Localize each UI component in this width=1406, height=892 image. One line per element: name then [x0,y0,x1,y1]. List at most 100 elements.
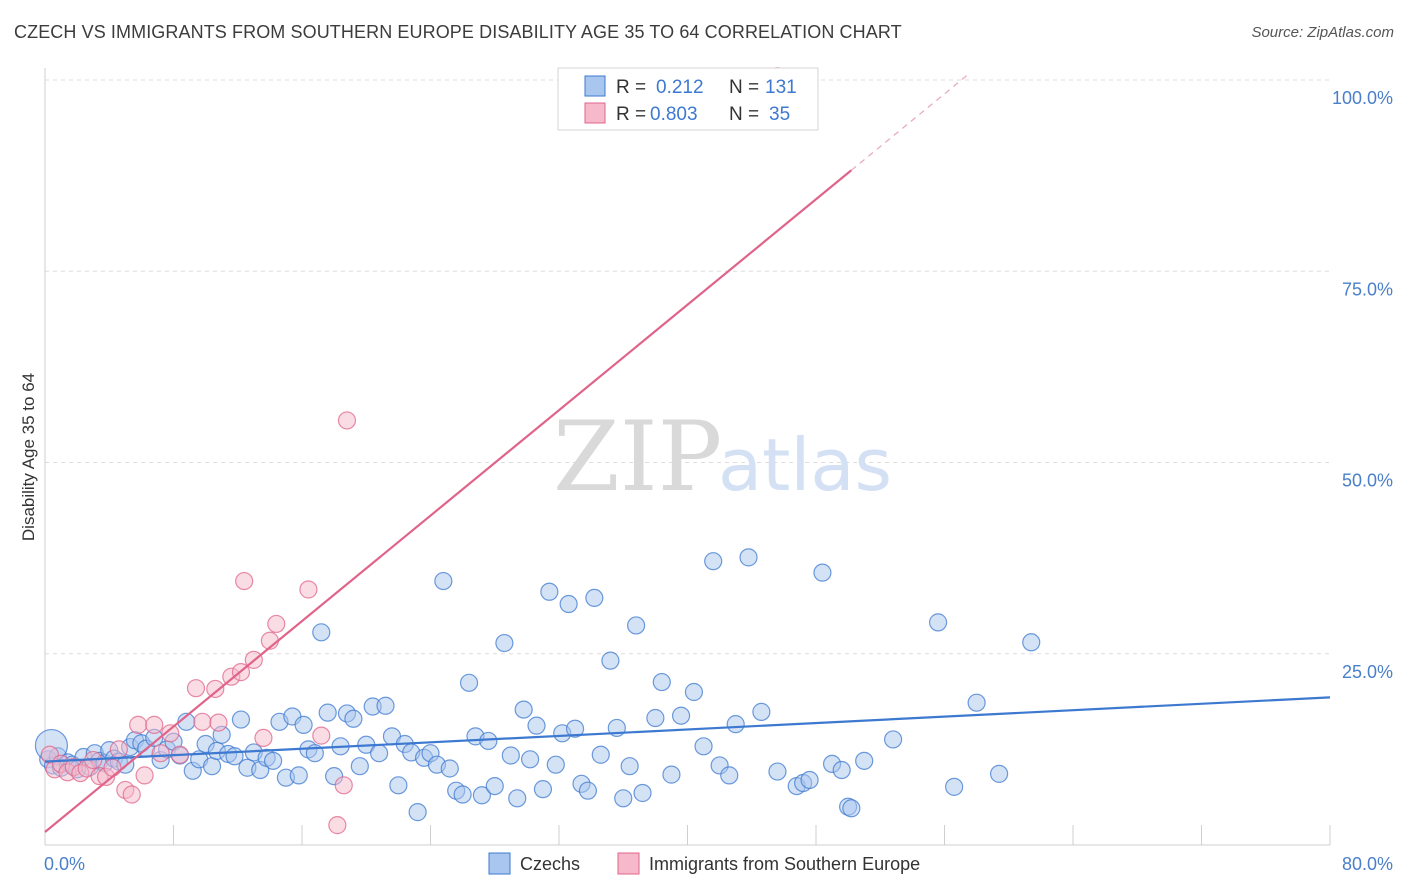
immigrant-point-18 [161,724,180,743]
czech-point-85 [559,594,578,614]
watermark-zip: ZIP [553,401,722,513]
immigrant-point-21 [193,712,212,731]
czech-point-39 [263,751,283,770]
y-tick-label-2: 75.0% [1342,279,1393,299]
chart-source: Source: ZipAtlas.com [1251,24,1394,41]
legend-r-label-czechs: R = [616,77,646,98]
y-tick-label-0: 25.0% [1342,662,1393,682]
series-legend: Czechs Immigrants from Southern Europe [488,852,920,875]
legend-n-value-immigrants: 35 [769,104,790,125]
immigrant-point-16 [145,715,164,734]
czech-point-88 [578,781,598,800]
czech-point-123 [990,764,1009,783]
immigrant-point-30 [267,614,286,634]
czech-point-75 [495,633,514,653]
czech-point-81 [533,780,553,799]
immigrant-point-31 [299,580,318,599]
czech-point-95 [626,616,646,635]
czech-point-106 [726,715,745,734]
immigrant-point-15 [135,766,154,785]
grid-lines [45,79,1330,655]
czech-point-99 [662,765,681,784]
czech-point-29 [202,757,222,776]
immigrant-point-34 [334,776,353,795]
immigrant-point-32 [312,726,331,745]
y-tick-label-1: 50.0% [1342,471,1393,491]
immigrant-point-33 [328,816,347,835]
y-axis-label: Disability Age 35 to 64 [19,373,38,541]
czech-point-121 [945,777,964,796]
czech-point-94 [620,757,639,776]
czech-point-67 [440,759,459,778]
czech-point-107 [739,548,758,567]
czech-point-108 [752,702,771,721]
stats-legend: R = 0.212 N = 131 R = 0.803 N = 35 [557,67,819,131]
czech-point-74 [485,776,504,796]
czech-point-53 [350,757,369,776]
czech-point-43 [289,766,308,785]
axes [44,68,1331,846]
chart-title: CZECH VS IMMIGRANTS FROM SOUTHERN EUROPE… [14,22,902,42]
legend-swatch-czechs [584,75,606,97]
czech-point-82 [540,582,559,601]
czech-point-86 [565,719,585,738]
series-legend-swatch-immigrants [617,852,640,875]
legend-n-label-czechs: N = [729,77,759,98]
czech-point-98 [652,672,671,692]
immigrant-point-11 [109,740,128,759]
czech-point-77 [508,789,527,808]
czech-point-124 [1022,633,1041,652]
immigrant-point-28 [254,728,273,748]
czech-point-66 [434,571,453,591]
czech-point-44 [294,715,313,734]
immigrant-point-13 [122,785,141,804]
czech-point-103 [704,552,723,571]
czech-point-90 [591,745,610,764]
immigrant-trend-extension [850,74,968,171]
czech-point-101 [684,682,704,702]
czech-point-78 [514,700,533,719]
y-tick-label-3: 100.0% [1332,88,1393,108]
watermark-atlas: atlas [718,423,892,507]
czech-point-52 [344,709,363,728]
czech-point-105 [720,766,739,785]
czech-point-48 [318,703,337,722]
czech-point-113 [813,563,832,582]
czech-point-115 [832,760,851,780]
legend-r-label-immigrants: R = [616,104,646,125]
immigrant-trend-line [44,169,853,833]
czech-point-91 [601,651,620,670]
czech-point-118 [855,751,874,770]
czech-point-83 [546,755,565,774]
immigrant-point-22 [206,679,225,699]
czech-point-70 [459,673,479,692]
czech-point-72 [472,786,491,805]
czech-point-80 [527,716,546,735]
czech-point-122 [967,693,986,712]
series-legend-label-czechs: Czechs [520,854,580,874]
czech-point-117 [842,799,861,818]
czech-trend-line [44,696,1331,763]
czech-point-96 [633,783,652,803]
czech-point-100 [671,706,691,725]
legend-r-value-immigrants: 0.803 [650,104,698,125]
immigrant-point-17 [151,744,170,763]
czech-point-69 [453,785,472,804]
legend-r-value-czechs: 0.212 [656,77,704,98]
watermark: ZIP atlas [553,401,892,513]
immigrant-point-26 [235,571,254,591]
czech-point-59 [389,776,408,795]
immigrant-point-14 [129,715,148,734]
czech-point-62 [408,803,427,822]
trend-lines [44,74,1331,833]
x-tick-label-min: 0.0% [44,854,85,874]
immigrant-point-20 [186,679,206,698]
x-tick-labels: 0.0% 80.0% [44,854,1393,874]
legend-swatch-immigrants [584,102,606,124]
czech-point-102 [694,737,713,756]
czech-point-112 [800,770,819,790]
czech-point-76 [501,746,520,765]
y-tick-labels: 25.0% 50.0% 75.0% 100.0% [1332,88,1393,682]
czech-point-47 [312,623,331,642]
